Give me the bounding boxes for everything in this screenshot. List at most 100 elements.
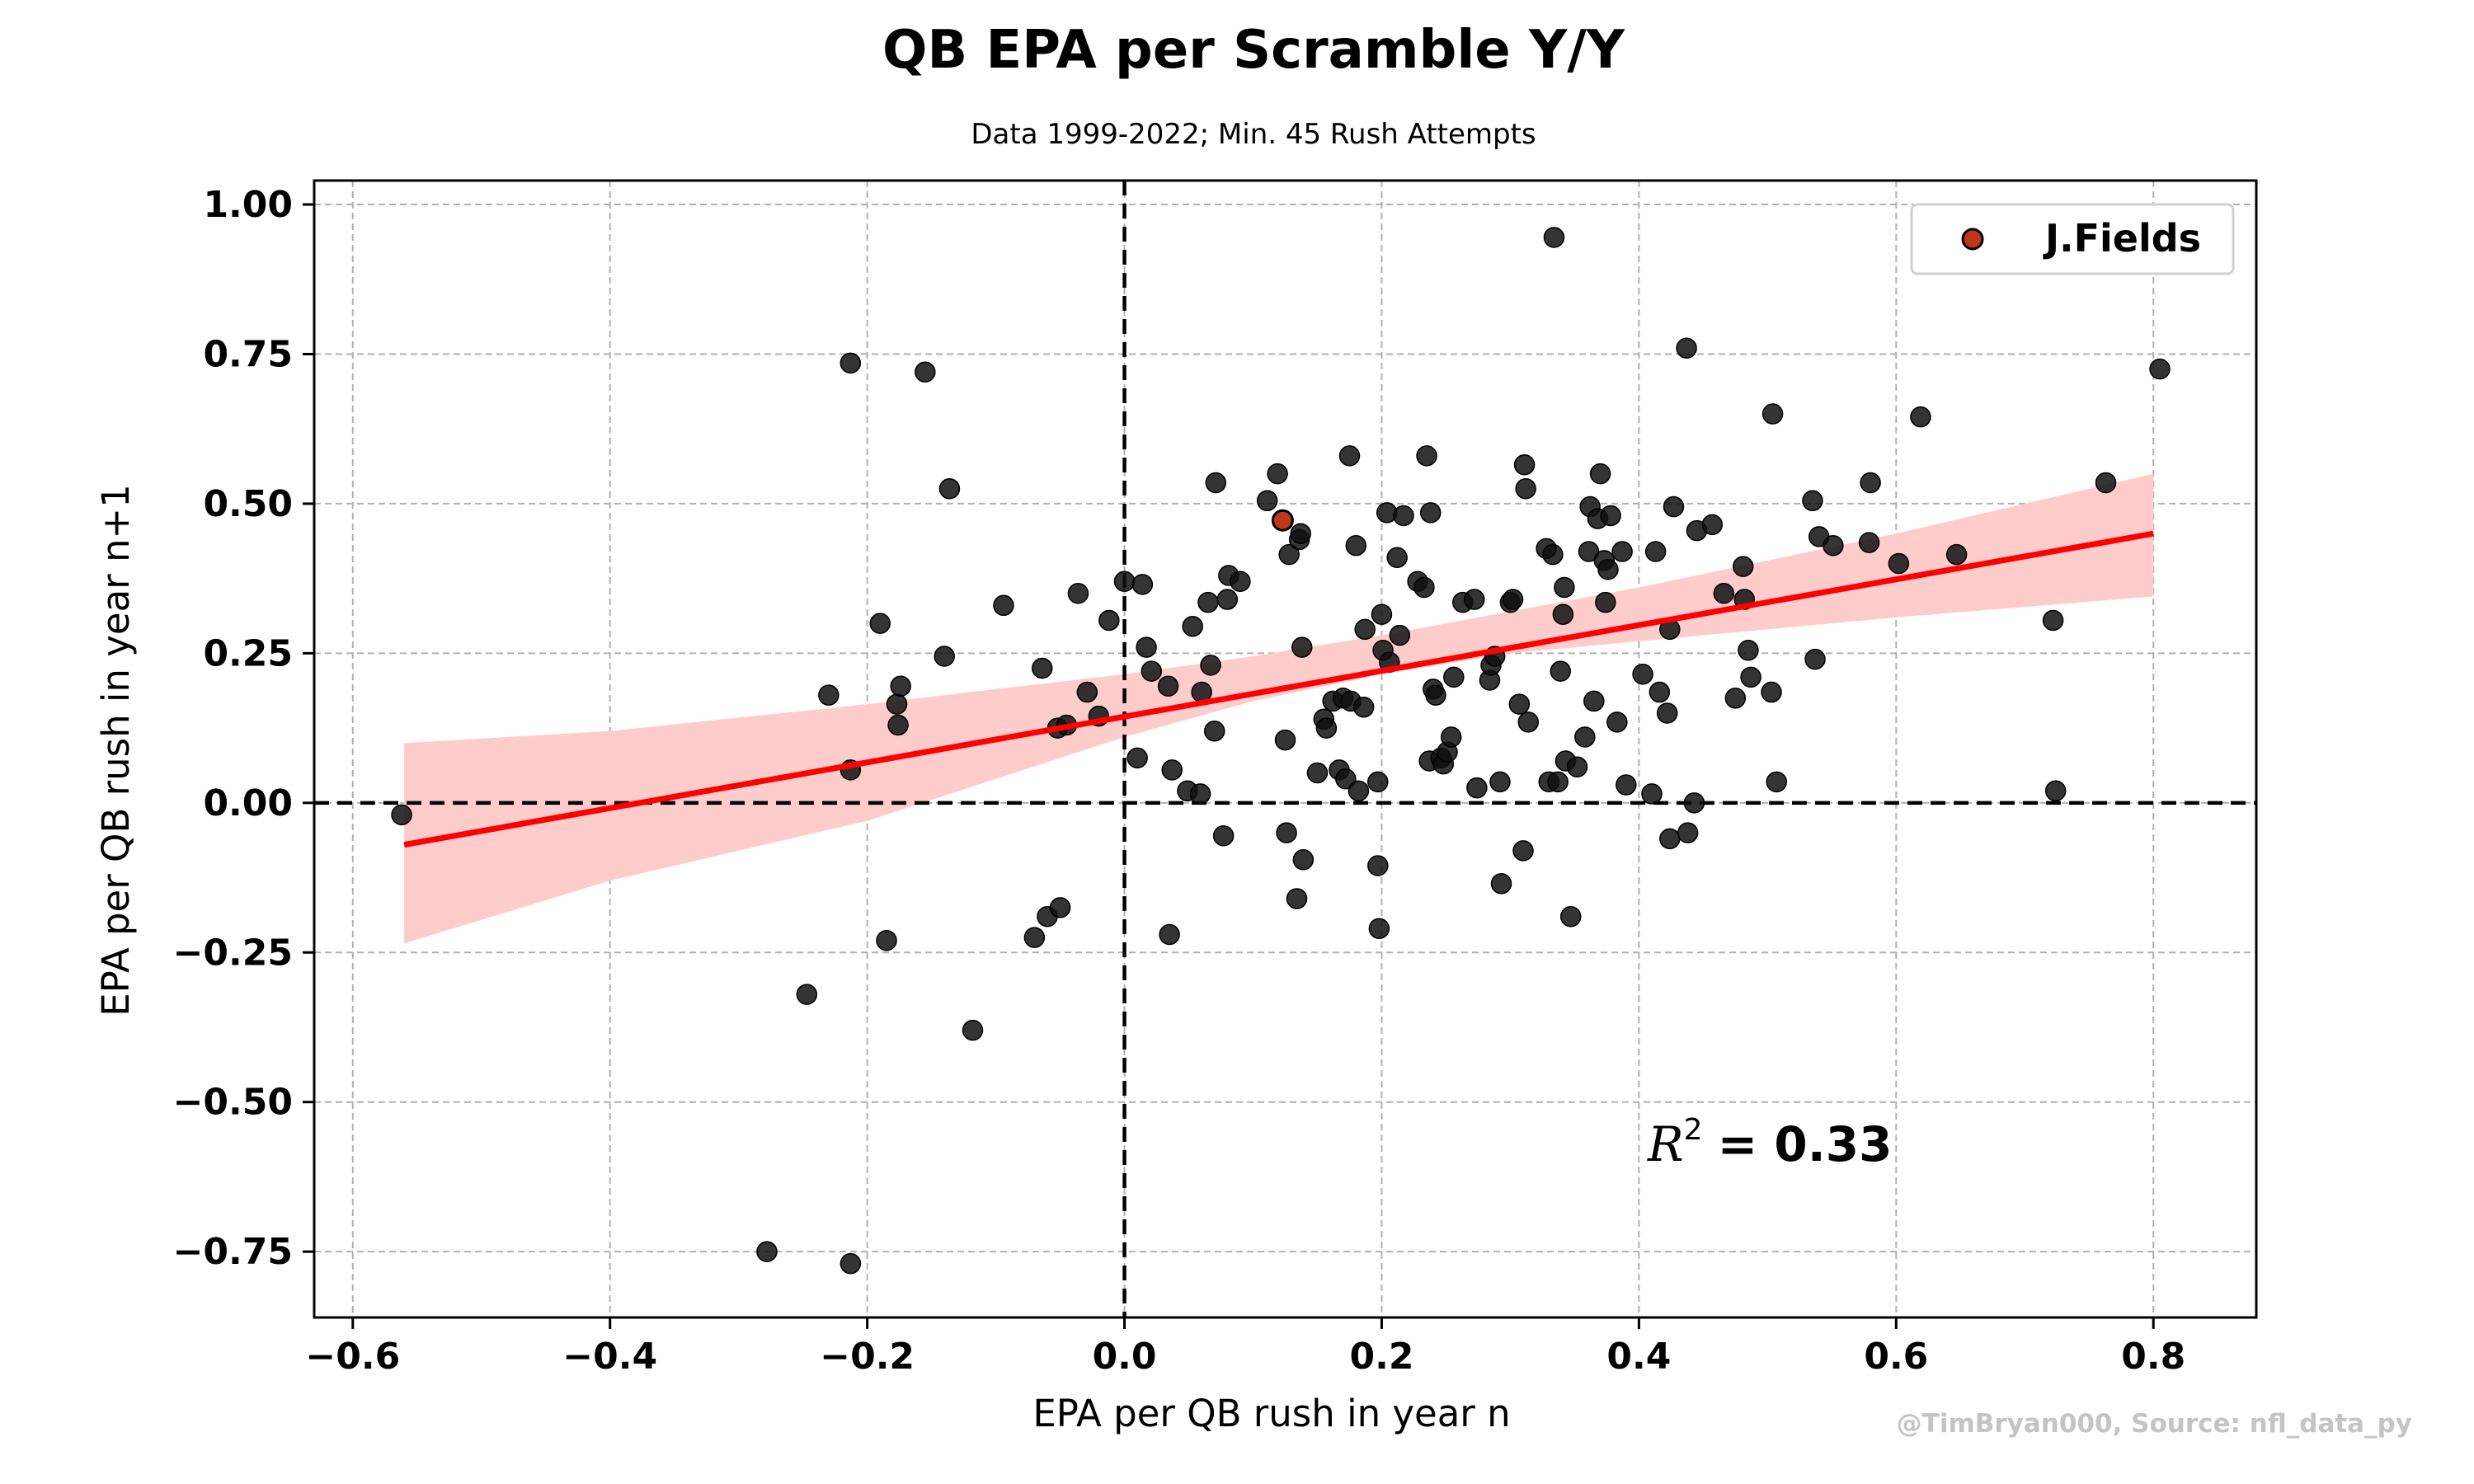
data-point (1290, 523, 1311, 544)
data-point (1823, 534, 1844, 556)
data-point (818, 684, 840, 706)
data-point (796, 984, 818, 1005)
data-point (1335, 768, 1357, 790)
data-point (2095, 472, 2117, 494)
data-point (1945, 543, 1968, 566)
legend-marker-jfields (1961, 228, 1984, 251)
data-point (1274, 729, 1296, 751)
data-point (1031, 657, 1053, 679)
confidence-band-layer (404, 473, 2154, 944)
data-point (1131, 574, 1154, 595)
data-point (1656, 702, 1678, 724)
data-point (756, 1241, 778, 1262)
data-point (1512, 840, 1534, 862)
data-point (1724, 688, 1747, 709)
data-point (1910, 406, 1931, 428)
data-point (1547, 771, 1569, 793)
y-tick-label: 0.50 (203, 483, 293, 525)
data-point (1212, 824, 1235, 847)
data-point (2042, 609, 2064, 632)
data-point (1230, 571, 1251, 593)
data-point (962, 1019, 984, 1041)
data-point (1292, 849, 1315, 871)
data-point (1677, 822, 1699, 843)
r-squared-symbol: R (1647, 1116, 1684, 1172)
data-point (938, 478, 961, 500)
data-point (1663, 495, 1685, 518)
data-point (1589, 463, 1611, 485)
source-watermark: @TimBryan000, Source: nfl_data_py (1897, 1409, 2412, 1439)
x-axis-label: EPA per QB rush in year n (1032, 1392, 1510, 1435)
data-point (1649, 681, 1671, 703)
y-tick-label: 0.75 (203, 333, 293, 375)
data-point (1200, 655, 1221, 676)
data-point (1611, 541, 1633, 562)
data-point (1489, 771, 1511, 793)
legend-label-jfields: J.Fields (2043, 216, 2201, 261)
data-point (886, 693, 908, 715)
data-point (1425, 684, 1446, 706)
chart-title: QB EPA per Scramble Y/Y (882, 20, 1625, 81)
data-point (1098, 609, 1120, 632)
data-point (1205, 472, 1227, 494)
data-point (1659, 828, 1681, 850)
data-point (1595, 591, 1616, 613)
data-point (1542, 543, 1564, 566)
data-point (1761, 681, 1782, 703)
confidence-band (404, 473, 2154, 944)
data-point (1632, 664, 1653, 685)
x-tick-label: −0.6 (305, 1336, 400, 1378)
data-point (1738, 639, 1759, 661)
data-point (1515, 478, 1536, 500)
data-point (1049, 897, 1071, 918)
x-tick-label: 0.4 (1606, 1336, 1671, 1378)
data-point (1683, 792, 1705, 814)
data-point (1348, 780, 1370, 802)
x-tick-label: 0.8 (2121, 1336, 2185, 1378)
data-point (1067, 583, 1089, 604)
data-point (887, 714, 909, 736)
highlight-point-jfields (1271, 509, 1294, 532)
data-point (1367, 771, 1389, 793)
data-point (1513, 454, 1536, 476)
x-tick-label: 0.0 (1093, 1336, 1157, 1378)
data-point (1583, 690, 1605, 712)
data-point (1338, 445, 1361, 467)
chart-subtitle: Data 1999-2022; Min. 45 Rush Attempts (971, 118, 1536, 151)
data-point (1159, 923, 1180, 946)
data-point (1126, 747, 1148, 769)
data-point (1136, 636, 1157, 658)
data-point (1157, 675, 1179, 697)
data-point (1550, 660, 1572, 682)
data-point (1766, 771, 1788, 793)
data-point (1644, 541, 1667, 562)
data-point (934, 646, 955, 667)
data-point (1141, 660, 1163, 682)
data-point (1352, 696, 1375, 718)
y-tick-label: −0.75 (173, 1231, 293, 1273)
data-point (1189, 783, 1211, 805)
data-point (2149, 358, 2171, 380)
data-point (1740, 666, 1761, 688)
data-point (1315, 717, 1338, 739)
data-point (1543, 227, 1565, 248)
data-point (840, 352, 862, 374)
data-point (1858, 532, 1880, 553)
data-point (1371, 603, 1393, 625)
data-point (1286, 888, 1308, 909)
data-point (1197, 591, 1219, 613)
data-point (1502, 589, 1524, 610)
data-point (1597, 559, 1619, 580)
data-point (391, 804, 412, 826)
data-point (1552, 603, 1574, 625)
data-point (1440, 726, 1462, 748)
data-point (876, 930, 897, 951)
data-point (1419, 502, 1442, 524)
data-point (1203, 720, 1225, 742)
data-point (1508, 693, 1531, 715)
data-point (2044, 780, 2067, 802)
data-point (1345, 534, 1367, 556)
data-point (1606, 711, 1628, 733)
data-point (1517, 711, 1540, 733)
data-point (1713, 583, 1735, 604)
